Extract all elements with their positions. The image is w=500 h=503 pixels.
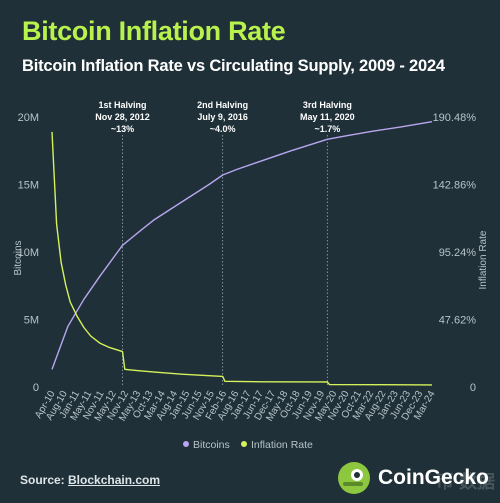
halving-label: ~13% [111, 124, 134, 134]
source-note: Source: Blockchain.com [20, 473, 160, 487]
right-tick-label: 190.48% [433, 112, 477, 124]
right-axis-title: Inflation Rate [478, 230, 489, 289]
watermark: 币 数据 [436, 472, 496, 492]
gecko-icon [338, 462, 370, 494]
source-link[interactable]: Blockchain.com [68, 473, 161, 487]
right-tick-label: 95.24% [439, 247, 477, 259]
inflation-series-line [51, 131, 433, 386]
legend-swatch-bitcoins [183, 441, 189, 447]
halving-label: July 9, 2016 [197, 112, 248, 122]
left-tick-label: 15M [18, 180, 39, 192]
legend-label-bitcoins: Bitcoins [193, 439, 230, 451]
halving-label: Nov 28, 2012 [95, 112, 150, 122]
halving-label: ~4.0% [210, 124, 236, 134]
halving-label: May 11, 2020 [300, 112, 355, 122]
right-tick-label: 47.62% [439, 315, 477, 327]
source-prefix: Source: [20, 473, 69, 487]
brand-logo: CoinGecko [338, 460, 489, 496]
bitcoins-series-line [51, 121, 433, 370]
right-tick-label: 0 [470, 382, 476, 394]
halving-label: 2nd Halving [197, 100, 248, 110]
chart-subtitle: Bitcoin Inflation Rate vs Circulating Su… [22, 57, 445, 75]
left-tick-label: 10M [18, 247, 39, 259]
legend-swatch-inflation [241, 441, 247, 447]
halving-label: 3rd Halving [303, 100, 352, 110]
brand-name: CoinGecko [378, 466, 489, 489]
left-tick-label: 20M [18, 112, 39, 124]
left-axis-title: Bitcoins [13, 240, 24, 275]
left-tick-label: 5M [24, 315, 39, 327]
page-title: Bitcoin Inflation Rate [22, 16, 286, 46]
legend-label-inflation: Inflation Rate [251, 439, 313, 451]
right-tick-label: 142.86% [433, 180, 477, 192]
left-tick-label: 0 [33, 382, 39, 394]
halving-label: 1st Halving [99, 100, 147, 110]
halving-label: ~1.7% [314, 124, 340, 134]
